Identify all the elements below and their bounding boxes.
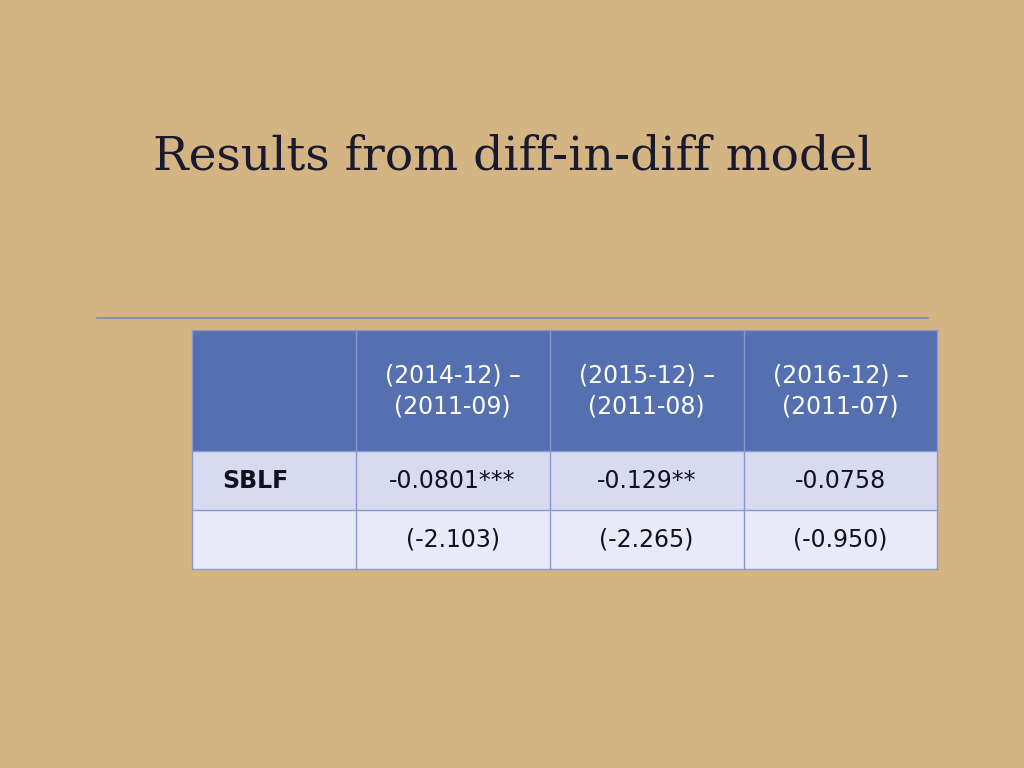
Text: -0.0758: -0.0758 [795,469,886,493]
Text: -0.0801***: -0.0801*** [389,469,516,493]
Text: (-2.103): (-2.103) [406,528,500,552]
Text: (-2.265): (-2.265) [599,528,693,552]
Bar [191,452,938,511]
Text: (2015-12) –
(2011-08): (2015-12) – (2011-08) [579,363,715,419]
Text: (-0.950): (-0.950) [794,528,888,552]
Text: (2016-12) –
(2011-07): (2016-12) – (2011-07) [773,363,908,419]
Text: Results from diff-in-diff model: Results from diff-in-diff model [153,134,872,179]
Text: SBLF: SBLF [222,469,289,493]
Text: (2014-12) –
(2011-09): (2014-12) – (2011-09) [385,363,520,419]
Bar [191,330,938,452]
Bar [191,511,938,569]
Text: -0.129**: -0.129** [597,469,696,493]
